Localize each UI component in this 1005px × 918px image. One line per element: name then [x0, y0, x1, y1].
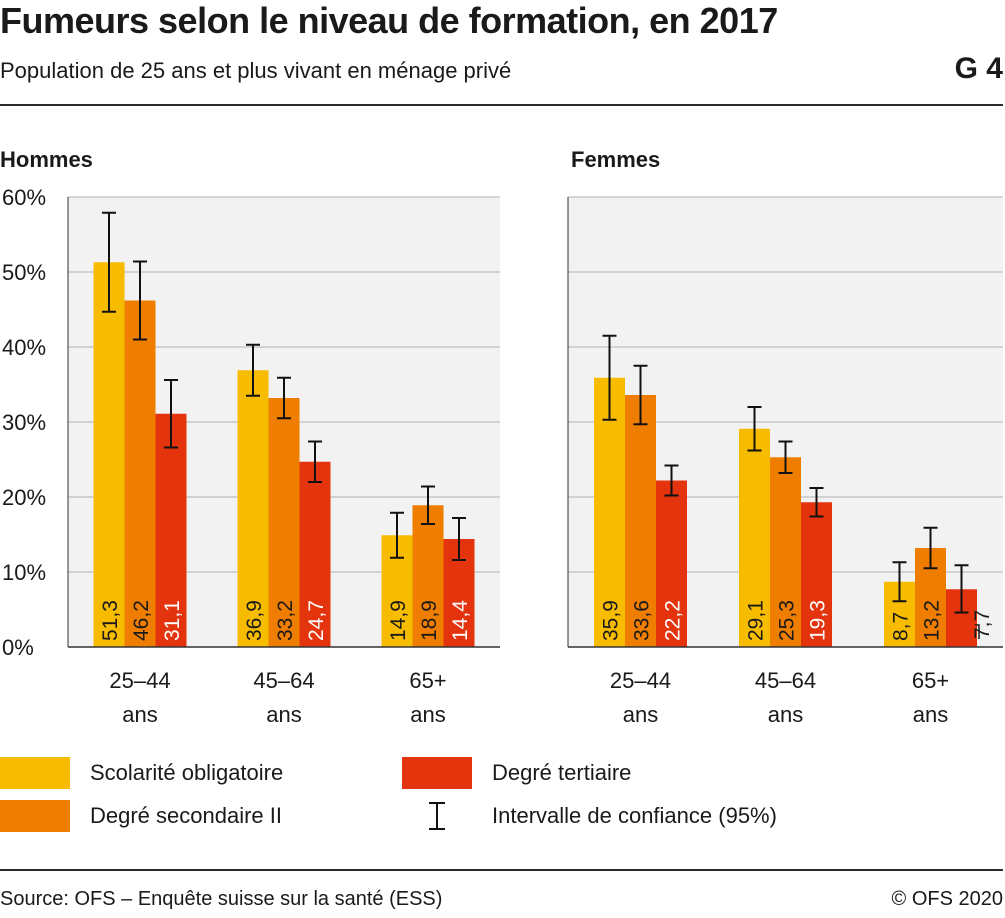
data-label-hommes-tertiaire: 24,7: [305, 600, 328, 641]
bar-hommes-scolarite: [93, 262, 125, 647]
x-tick-label-hommes: ans: [266, 702, 301, 727]
data-label-femmes-tertiaire: 7,7: [971, 610, 994, 639]
x-tick-label-femmes: 25–44: [610, 668, 671, 693]
legend-item-scolarite: Scolarité obligatoire: [0, 756, 283, 790]
data-label-hommes-scolarite: 36,9: [243, 600, 266, 641]
footer-rule: [0, 869, 1003, 871]
data-label-femmes-tertiaire: 19,3: [807, 600, 830, 641]
chart-code: G 4: [954, 52, 1003, 85]
bar-hommes-tertiaire: [299, 461, 331, 647]
y-tick-label: 50%: [2, 260, 46, 285]
data-label-leader: [975, 624, 980, 639]
x-tick-label-hommes: ans: [410, 702, 445, 727]
legend-swatch-tertiaire: [402, 757, 472, 789]
x-tick-label-femmes: 65+: [912, 668, 949, 693]
chart-title: Fumeurs selon le niveau de formation, en…: [0, 0, 778, 41]
chart-subtitle: Population de 25 ans et plus vivant en m…: [0, 58, 512, 83]
data-label-femmes-secondaire: 13,2: [921, 600, 944, 641]
data-label-hommes-secondaire: 33,2: [274, 600, 297, 641]
data-label-hommes-tertiaire: 31,1: [161, 600, 184, 641]
legend-label-secondaire: Degré secondaire II: [90, 803, 282, 828]
y-tick-label: 60%: [2, 185, 46, 210]
bar-hommes-tertiaire: [155, 413, 187, 647]
y-tick-label: 10%: [2, 560, 46, 585]
data-label-hommes-secondaire: 18,9: [418, 600, 441, 641]
legend-swatch-scolarite: [0, 757, 70, 789]
legend-label-tertiaire: Degré tertiaire: [492, 760, 632, 785]
y-tick-label: 20%: [2, 485, 46, 510]
bar-femmes-secondaire: [625, 395, 656, 647]
bar-hommes-secondaire: [268, 398, 300, 647]
bar-femmes-secondaire: [770, 457, 801, 647]
bar-hommes-secondaire: [124, 300, 156, 647]
y-tick-label: 40%: [2, 335, 46, 360]
bar-femmes-scolarite: [739, 428, 770, 647]
x-tick-label-femmes: ans: [913, 702, 948, 727]
confidence-interval-icon: [402, 799, 472, 833]
data-label-hommes-scolarite: 51,3: [99, 600, 122, 641]
data-label-femmes-scolarite: 8,7: [890, 612, 913, 641]
x-tick-label-hommes: 25–44: [109, 668, 170, 693]
copyright-note: © OFS 2020: [891, 888, 1003, 910]
bar-femmes-scolarite: [594, 377, 625, 647]
legend-item-secondaire: Degré secondaire II: [0, 799, 282, 833]
legend-item-ci: Intervalle de confiance (95%): [402, 799, 777, 833]
y-tick-label: 30%: [2, 410, 46, 435]
data-label-femmes-scolarite: 35,9: [600, 600, 623, 641]
x-tick-label-hommes: ans: [122, 702, 157, 727]
panel-title-femmes: Femmes: [571, 147, 660, 172]
data-label-femmes-scolarite: 29,1: [745, 600, 768, 641]
data-label-hommes-tertiaire: 14,4: [449, 600, 472, 641]
data-label-hommes-scolarite: 14,9: [387, 600, 410, 641]
legend-label-scolarite: Scolarité obligatoire: [90, 760, 284, 785]
data-label-femmes-secondaire: 33,6: [631, 600, 654, 641]
y-tick-label: 0%: [2, 635, 34, 660]
panel-title-hommes: Hommes: [0, 147, 93, 172]
bar-hommes-scolarite: [237, 370, 269, 647]
legend-swatch-secondaire: [0, 800, 70, 832]
data-label-femmes-secondaire: 25,3: [776, 600, 799, 641]
x-tick-label-femmes: ans: [768, 702, 803, 727]
bar-hommes-secondaire: [412, 505, 444, 647]
header-rule: [0, 104, 1003, 106]
source-note: Source: OFS – Enquête suisse sur la sant…: [0, 888, 443, 910]
legend-label-ci: Intervalle de confiance (95%): [492, 803, 777, 828]
legend-item-tertiaire: Degré tertiaire: [402, 756, 631, 790]
x-tick-label-hommes: 45–64: [253, 668, 314, 693]
bar-femmes-tertiaire: [801, 502, 832, 647]
x-tick-label-femmes: ans: [623, 702, 658, 727]
data-label-hommes-secondaire: 46,2: [130, 600, 153, 641]
bar-femmes-tertiaire: [656, 480, 687, 647]
x-tick-label-femmes: 45–64: [755, 668, 816, 693]
data-label-femmes-tertiaire: 22,2: [662, 600, 685, 641]
x-tick-label-hommes: 65+: [409, 668, 446, 693]
